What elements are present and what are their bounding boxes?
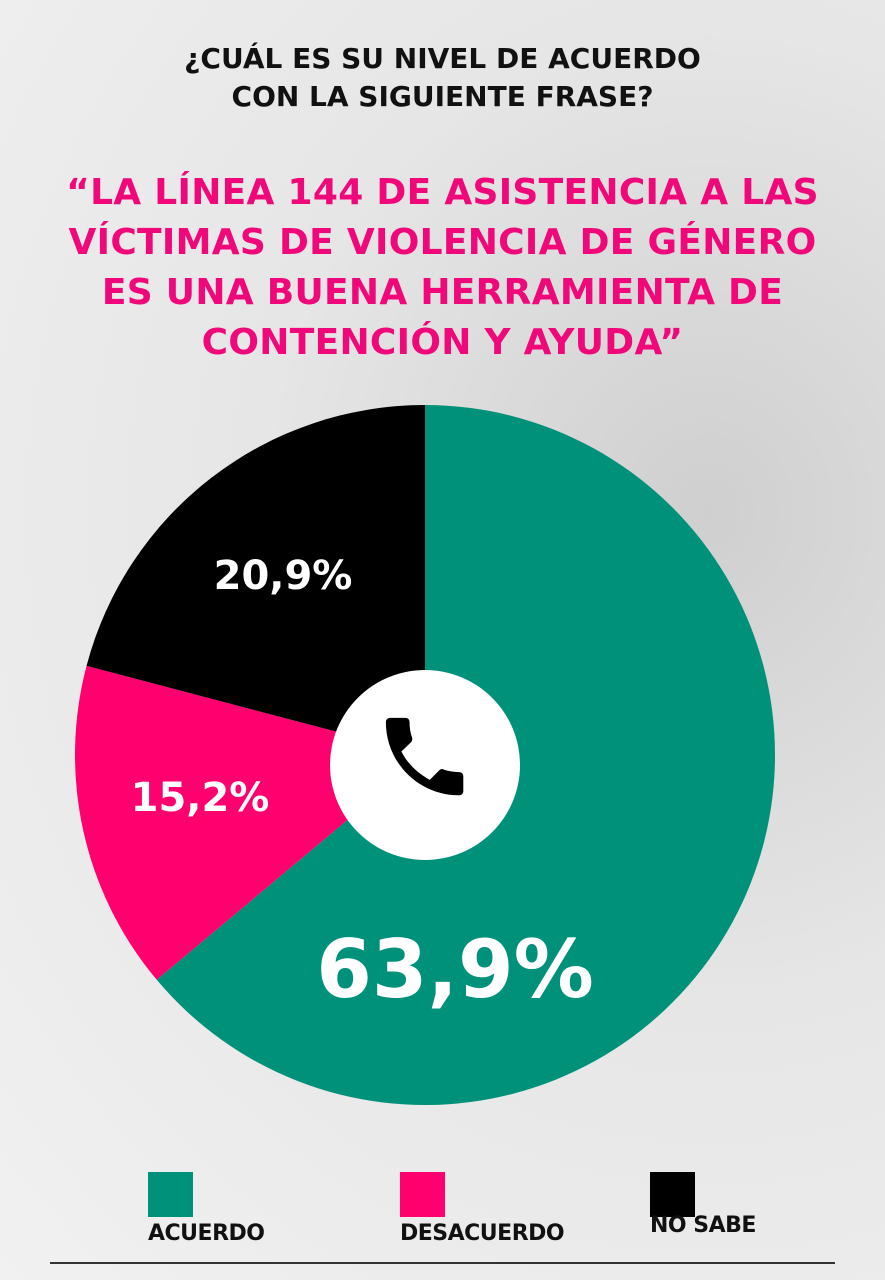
statement-line: VÍCTIMAS DE VIOLENCIA DE GÉNERO [68, 222, 817, 263]
legend-label: ACUERDO [148, 1221, 265, 1246]
statement: “LA LÍNEA 144 DE ASISTENCIA A LAS VÍCTIM… [0, 168, 885, 368]
statement-line: “LA LÍNEA 144 DE ASISTENCIA A LAS [66, 172, 819, 213]
legend-swatch [148, 1172, 193, 1217]
divider [50, 1262, 835, 1264]
legend-item-desacuerdo: DESACUERDO [400, 1172, 565, 1246]
legend-item-acuerdo: ACUERDO [148, 1172, 265, 1246]
center-circle [330, 670, 520, 860]
legend-label: NO SABE [650, 1213, 756, 1238]
legend-item-no-sabe: NO SABE [650, 1172, 756, 1238]
phone-icon [385, 717, 464, 796]
statement-line: CONTENCIÓN Y AYUDA” [201, 322, 684, 363]
data-label: 20,9% [214, 553, 353, 599]
question-line: ¿CUÁL ES SU NIVEL DE ACUERDO [184, 42, 701, 75]
question-title: ¿CUÁL ES SU NIVEL DE ACUERDO CON LA SIGU… [0, 40, 885, 116]
statement-line: ES UNA BUENA HERRAMIENTA DE [101, 272, 784, 313]
legend-label: DESACUERDO [400, 1221, 565, 1246]
legend-swatch [400, 1172, 445, 1217]
pie-slice-no-sabe [86, 405, 426, 755]
data-label: 63,9% [316, 923, 594, 1016]
question-line: CON LA SIGUIENTE FRASE? [231, 80, 654, 113]
data-label: 15,2% [131, 775, 270, 821]
legend-swatch [650, 1172, 695, 1217]
